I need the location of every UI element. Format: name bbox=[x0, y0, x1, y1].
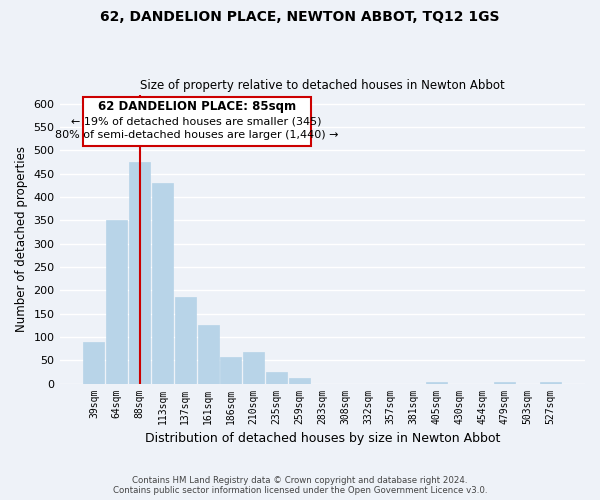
Bar bbox=[494, 382, 515, 384]
Bar bbox=[175, 298, 196, 384]
X-axis label: Distribution of detached houses by size in Newton Abbot: Distribution of detached houses by size … bbox=[145, 432, 500, 445]
Bar bbox=[243, 352, 264, 384]
Bar bbox=[106, 220, 127, 384]
Bar bbox=[540, 382, 561, 384]
Text: Contains HM Land Registry data © Crown copyright and database right 2024.
Contai: Contains HM Land Registry data © Crown c… bbox=[113, 476, 487, 495]
Y-axis label: Number of detached properties: Number of detached properties bbox=[15, 146, 28, 332]
Bar bbox=[289, 378, 310, 384]
Bar bbox=[220, 356, 241, 384]
Bar bbox=[426, 382, 447, 384]
Bar bbox=[266, 372, 287, 384]
Title: Size of property relative to detached houses in Newton Abbot: Size of property relative to detached ho… bbox=[140, 79, 505, 92]
Text: ← 19% of detached houses are smaller (345): ← 19% of detached houses are smaller (34… bbox=[71, 116, 322, 126]
Bar bbox=[83, 97, 311, 146]
Text: 62 DANDELION PLACE: 85sqm: 62 DANDELION PLACE: 85sqm bbox=[98, 100, 296, 113]
Bar bbox=[152, 183, 173, 384]
Bar bbox=[197, 326, 218, 384]
Bar bbox=[129, 162, 150, 384]
Text: 62, DANDELION PLACE, NEWTON ABBOT, TQ12 1GS: 62, DANDELION PLACE, NEWTON ABBOT, TQ12 … bbox=[100, 10, 500, 24]
Text: 80% of semi-detached houses are larger (1,440) →: 80% of semi-detached houses are larger (… bbox=[55, 130, 338, 140]
Bar bbox=[83, 342, 104, 384]
